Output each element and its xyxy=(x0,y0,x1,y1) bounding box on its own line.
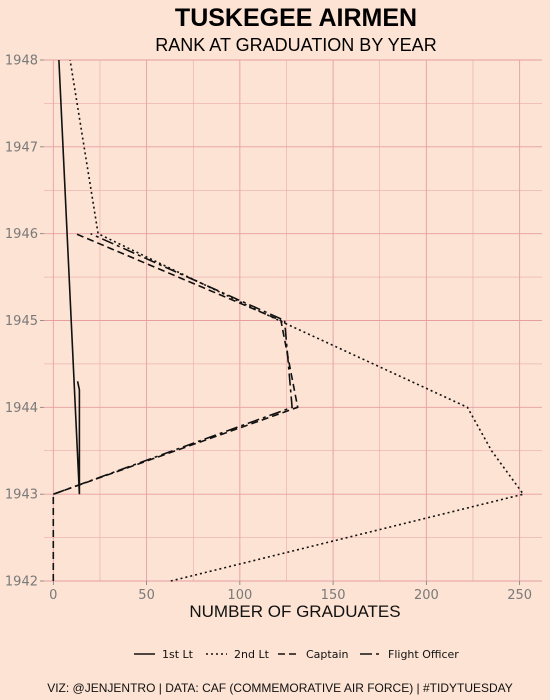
x-tick-label: 100 xyxy=(227,588,252,603)
x-ticks: 0 50 100 150 200 250 xyxy=(49,581,532,603)
x-tick-label: 150 xyxy=(321,588,346,603)
x-tick-label: 200 xyxy=(414,588,439,603)
y-tick-label: 1945 xyxy=(5,314,38,329)
caption: VIZ: @JENJENTRO | DATA: CAF (COMMEMORATI… xyxy=(47,681,513,695)
series-line-0 xyxy=(58,59,81,495)
series-lines xyxy=(52,59,525,582)
y-tick-label: 1944 xyxy=(5,401,38,416)
y-tick-label: 1947 xyxy=(5,140,38,155)
grid xyxy=(44,59,542,582)
series-line-2 xyxy=(52,232,299,581)
x-axis-label: NUMBER OF GRADUATES xyxy=(189,602,400,621)
y-ticks: 1942 1943 1944 1945 1946 1947 1948 xyxy=(5,54,44,590)
legend-label-3: Flight Officer xyxy=(388,648,459,661)
legend-label-1: 2nd Lt xyxy=(234,648,270,661)
y-tick-label: 1943 xyxy=(5,488,38,503)
y-tick-label: 1948 xyxy=(5,54,38,69)
x-tick-label: 0 xyxy=(49,588,57,603)
y-tick-label: 1946 xyxy=(5,227,38,242)
x-tick-label: 50 xyxy=(138,588,155,603)
chart-title: TUSKEGEE AIRMEN xyxy=(175,4,417,32)
chart-subtitle: RANK AT GRADUATION BY YEAR xyxy=(155,35,436,55)
series-line-1 xyxy=(69,59,525,582)
legend: 1st Lt 2nd Lt Captain Flight Officer xyxy=(134,648,459,661)
legend-label-0: 1st Lt xyxy=(162,648,194,661)
y-tick-label: 1942 xyxy=(5,575,38,590)
x-tick-label: 250 xyxy=(507,588,532,603)
series-line-3 xyxy=(53,232,293,495)
legend-label-2: Captain xyxy=(306,648,349,661)
